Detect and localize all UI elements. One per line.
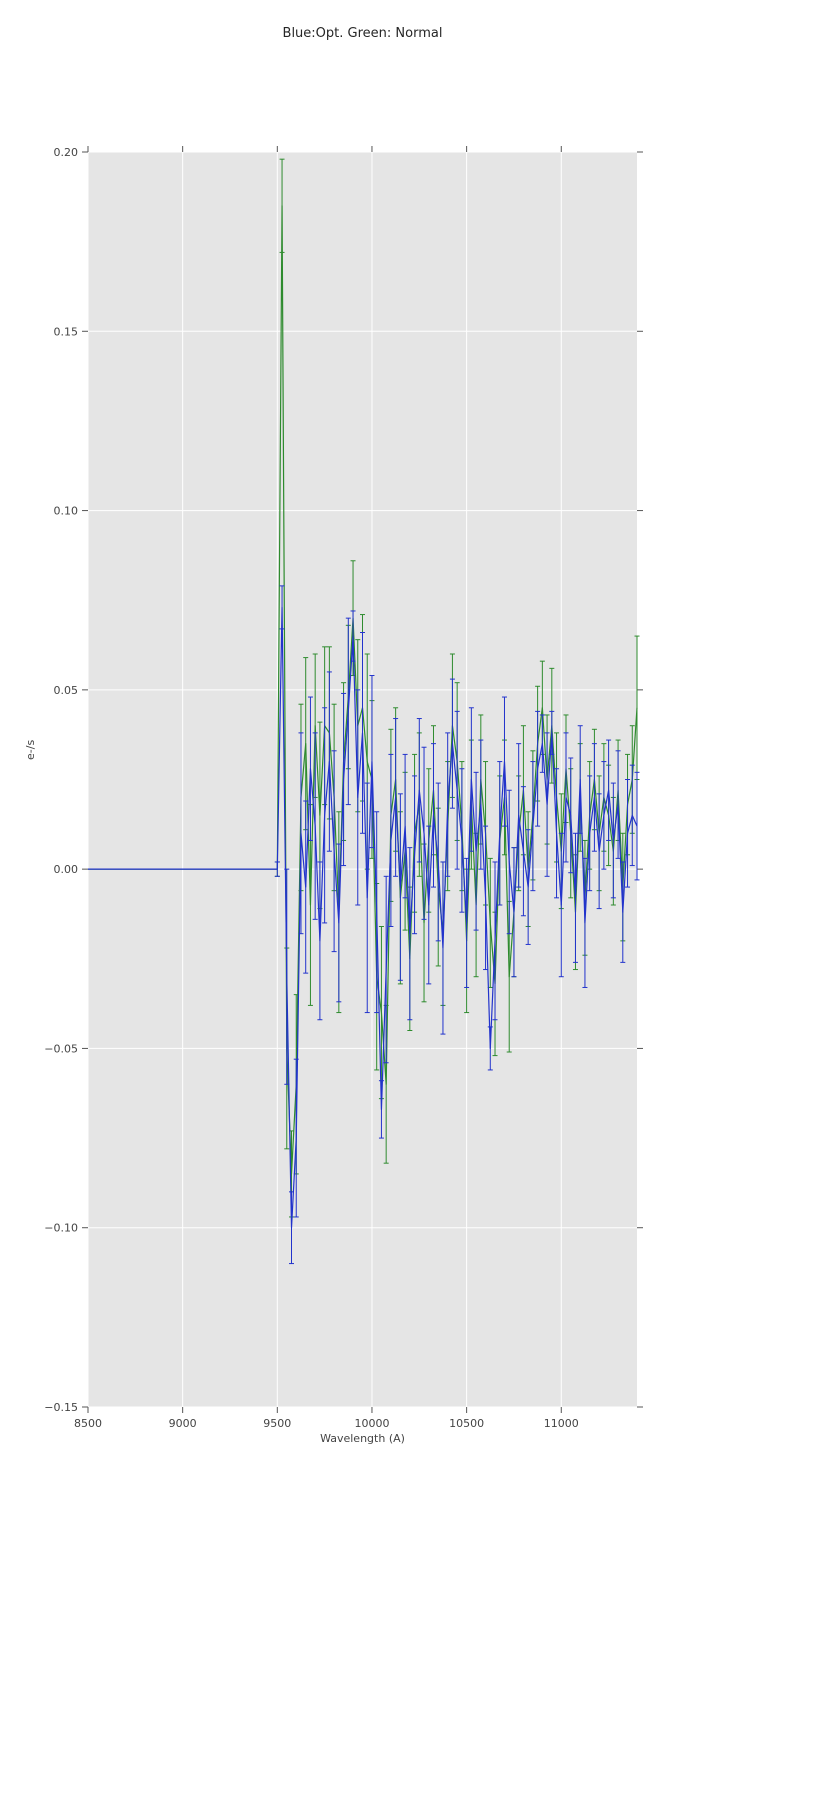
y-tick-label: −0.10 — [44, 1222, 78, 1235]
x-axis-label: Wavelength (A) — [320, 1432, 405, 1445]
y-tick-label: −0.15 — [44, 1401, 78, 1414]
y-tick-label: −0.05 — [44, 1042, 78, 1055]
chart-title: Blue:Opt. Green: Normal — [282, 26, 443, 41]
y-tick-label: 0.10 — [54, 505, 79, 518]
x-tick-label: 10500 — [449, 1417, 484, 1430]
y-tick-label: 0.20 — [54, 146, 79, 159]
series-blue-line — [88, 606, 638, 1229]
y-tick-label: 0.05 — [54, 684, 79, 697]
x-tick-label: 9500 — [263, 1417, 291, 1430]
x-tick-label: 10000 — [354, 1417, 389, 1430]
x-tick-label: 11000 — [544, 1417, 579, 1430]
x-tick-label: 8500 — [74, 1417, 102, 1430]
x-tick-label: 9000 — [169, 1417, 197, 1430]
y-tick-label: 0.00 — [54, 863, 79, 876]
y-tick-label: 0.15 — [54, 325, 79, 338]
